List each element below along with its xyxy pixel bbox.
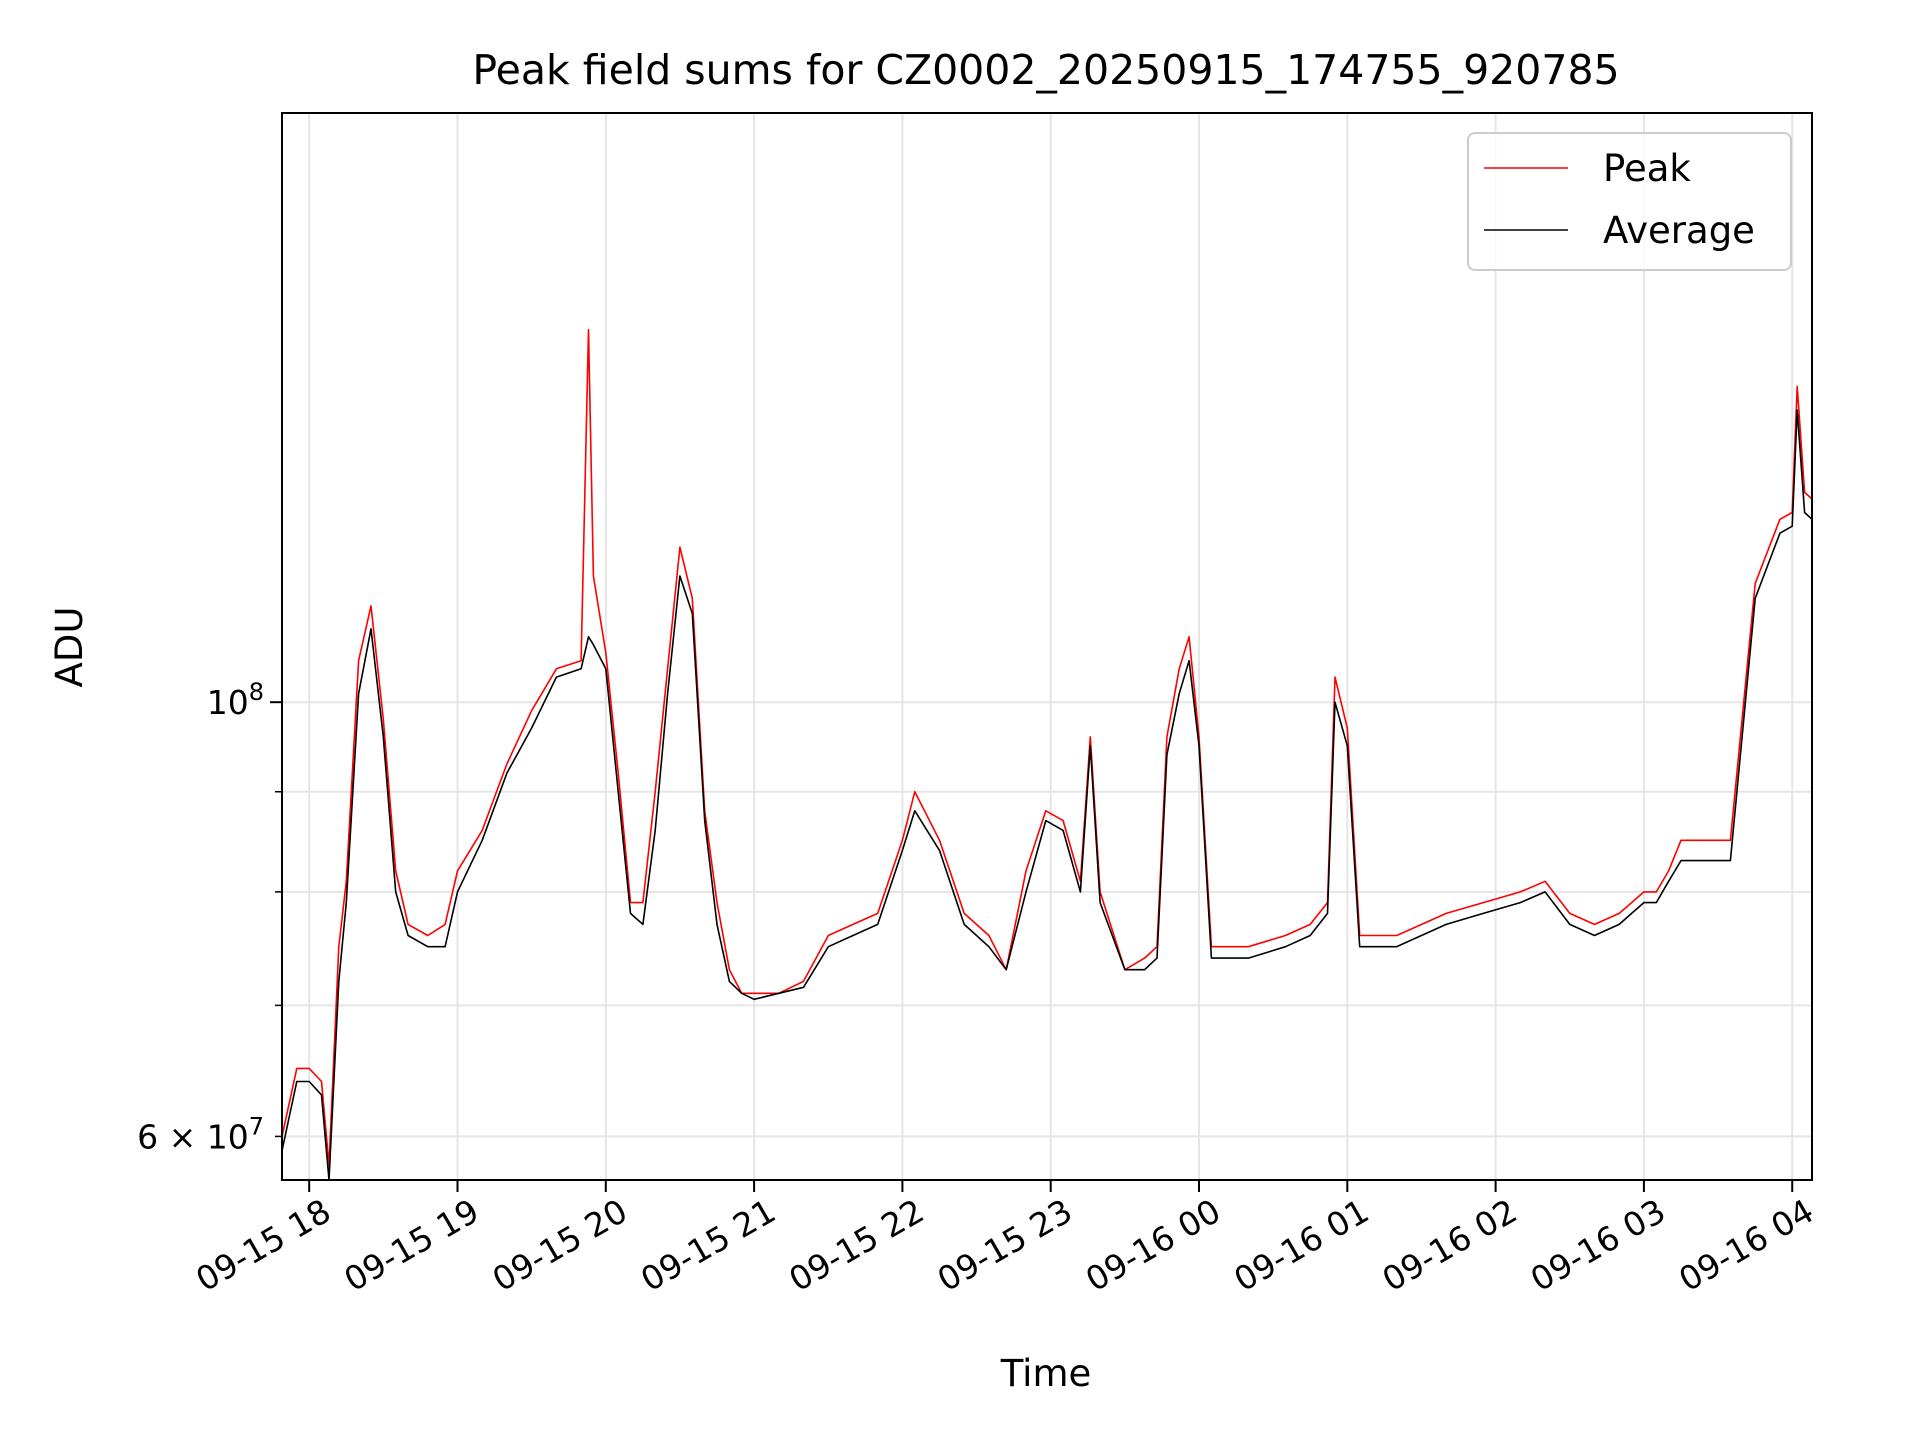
chart-title: Peak field sums for CZ0002_20250915_1747… xyxy=(472,46,1619,94)
legend-label-peak: Peak xyxy=(1603,147,1691,190)
series-line-average xyxy=(281,409,1813,1181)
legend: Peak Average xyxy=(1467,132,1792,271)
legend-label-average: Average xyxy=(1603,209,1755,252)
x-axis-label: Time xyxy=(1000,1352,1092,1395)
plot-frame xyxy=(281,112,1813,1181)
y-axis-label: ADU xyxy=(48,607,91,688)
series-layer xyxy=(281,328,1813,1181)
y-tick-label: 6 × 107 xyxy=(137,1112,264,1156)
series-line-peak xyxy=(281,328,1813,1166)
y-tick-label: 108 xyxy=(207,678,264,722)
